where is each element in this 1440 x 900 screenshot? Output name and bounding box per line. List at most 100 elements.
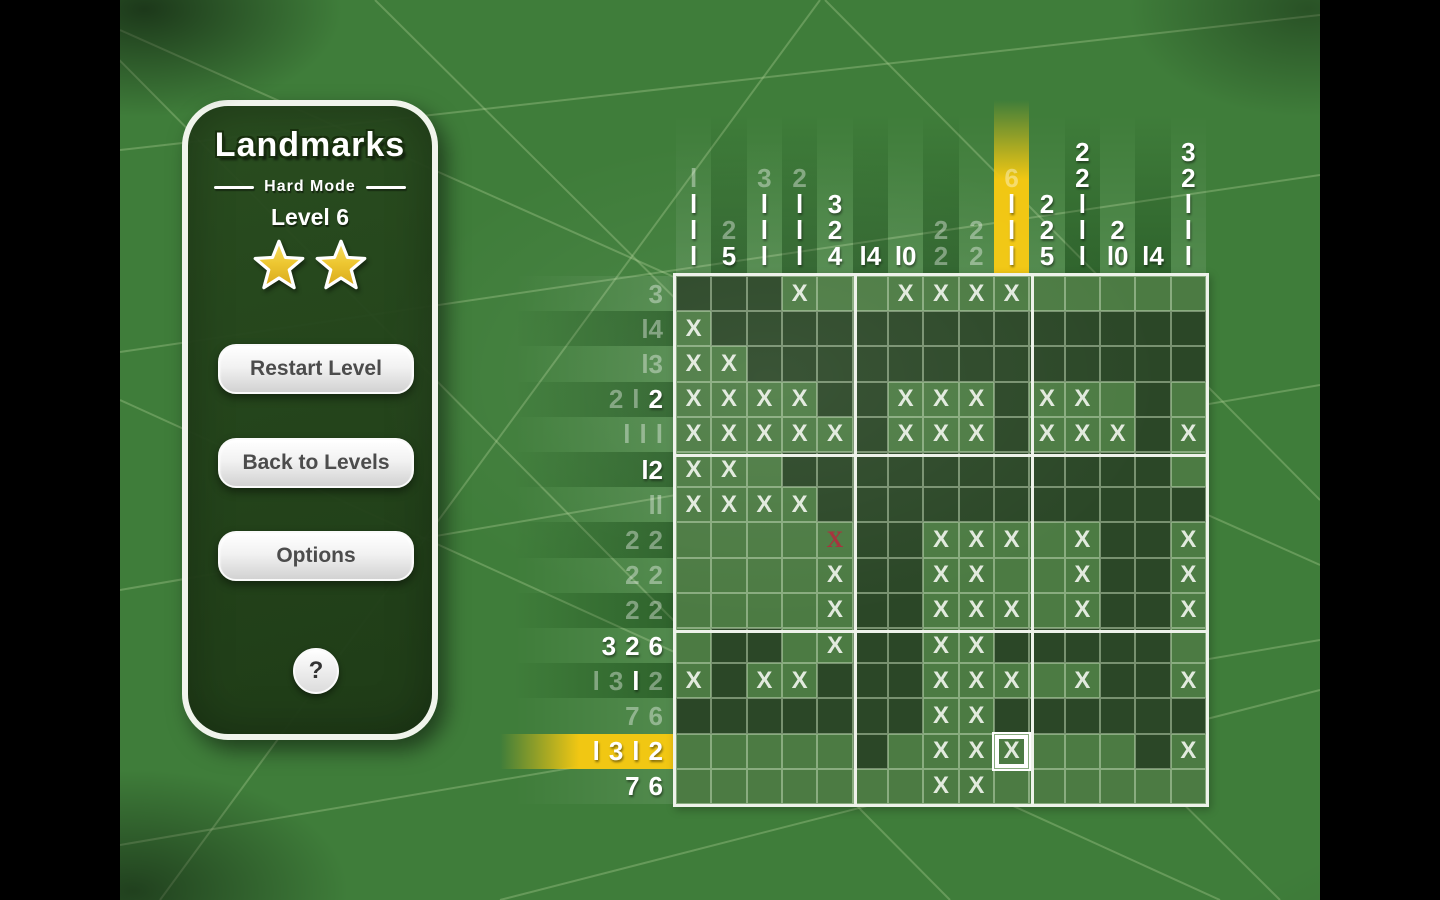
grid-cell[interactable] — [1135, 522, 1171, 558]
grid-cell[interactable]: X — [676, 487, 712, 523]
grid-cell[interactable] — [1064, 698, 1100, 734]
grid-cell[interactable] — [1099, 592, 1136, 628]
grid-cell[interactable]: X — [993, 276, 1030, 312]
grid-cell[interactable] — [817, 381, 853, 417]
grid-cell[interactable] — [887, 663, 924, 699]
grid-cell[interactable] — [711, 663, 747, 699]
grid-cell[interactable] — [1029, 698, 1065, 734]
grid-cell[interactable] — [781, 522, 818, 558]
grid-cell[interactable] — [746, 452, 782, 488]
grid-cell[interactable]: X — [1064, 522, 1100, 558]
grid-cell[interactable] — [1135, 487, 1171, 523]
grid-cell[interactable]: X — [676, 381, 712, 417]
grid-cell[interactable] — [1099, 452, 1136, 488]
grid-cell[interactable] — [1170, 628, 1206, 664]
grid-cell[interactable] — [852, 311, 888, 347]
back-to-levels-button[interactable]: Back to Levels — [218, 438, 414, 488]
grid-cell[interactable] — [852, 416, 888, 452]
grid-cell[interactable] — [852, 663, 888, 699]
grid-cell[interactable] — [1170, 381, 1206, 417]
grid-cell[interactable] — [676, 522, 712, 558]
grid-cell[interactable] — [887, 346, 924, 382]
grid-cell[interactable] — [1029, 733, 1065, 769]
grid-cell[interactable] — [817, 733, 853, 769]
grid-cell[interactable] — [993, 698, 1030, 734]
grid-cell[interactable] — [781, 733, 818, 769]
grid-cell[interactable]: X — [676, 663, 712, 699]
grid-cell[interactable] — [852, 768, 888, 804]
grid-cell[interactable]: X — [923, 733, 959, 769]
grid-cell[interactable] — [923, 487, 959, 523]
grid-cell[interactable]: X — [1064, 381, 1100, 417]
grid-cell[interactable]: X — [781, 487, 818, 523]
grid-cell[interactable] — [817, 311, 853, 347]
grid-cell[interactable] — [852, 276, 888, 312]
grid-cell[interactable]: X — [781, 276, 818, 312]
grid-cell[interactable] — [1170, 311, 1206, 347]
grid-cell[interactable] — [746, 522, 782, 558]
grid-cell[interactable] — [746, 733, 782, 769]
grid-cell[interactable] — [711, 311, 747, 347]
grid-cell[interactable] — [676, 276, 712, 312]
grid-cell[interactable] — [923, 452, 959, 488]
grid-cell[interactable]: X — [1064, 557, 1100, 593]
grid-cell[interactable] — [781, 452, 818, 488]
grid-cell[interactable] — [1170, 487, 1206, 523]
grid-cell[interactable]: X — [1170, 733, 1206, 769]
grid-cell[interactable] — [1135, 276, 1171, 312]
grid-cell[interactable]: X — [711, 346, 747, 382]
grid-cell[interactable] — [887, 592, 924, 628]
grid-cell[interactable]: X — [958, 416, 994, 452]
grid-cell[interactable] — [958, 452, 994, 488]
grid-cell[interactable]: X — [958, 768, 994, 804]
grid-cell[interactable]: X — [781, 381, 818, 417]
grid-cell[interactable] — [746, 346, 782, 382]
grid-cell[interactable] — [1135, 592, 1171, 628]
grid-cell[interactable] — [1064, 768, 1100, 804]
grid-cell[interactable] — [1170, 452, 1206, 488]
grid-cell[interactable]: X — [781, 416, 818, 452]
grid-cell[interactable] — [1029, 311, 1065, 347]
grid-cell[interactable] — [1135, 768, 1171, 804]
grid-cell[interactable] — [993, 628, 1030, 664]
grid-cell[interactable] — [887, 733, 924, 769]
grid-cell[interactable]: X — [958, 557, 994, 593]
grid-cell[interactable]: X — [923, 557, 959, 593]
grid-cell[interactable] — [887, 768, 924, 804]
grid-cell[interactable] — [676, 628, 712, 664]
grid-cell[interactable]: X — [817, 592, 853, 628]
grid-cell[interactable] — [1099, 311, 1136, 347]
grid-cell[interactable] — [1029, 557, 1065, 593]
grid-cell[interactable] — [923, 311, 959, 347]
grid-cell[interactable] — [1029, 768, 1065, 804]
grid-cell[interactable] — [852, 346, 888, 382]
grid-cell[interactable] — [1135, 733, 1171, 769]
grid-cell[interactable]: X — [746, 381, 782, 417]
grid-cell[interactable] — [1064, 346, 1100, 382]
grid-cell[interactable] — [852, 592, 888, 628]
grid-cell[interactable] — [958, 487, 994, 523]
grid-cell[interactable]: X — [817, 628, 853, 664]
grid-cell[interactable]: X — [923, 592, 959, 628]
grid-cell[interactable] — [1029, 452, 1065, 488]
grid-cell[interactable] — [1170, 768, 1206, 804]
grid-cell[interactable]: X — [1170, 522, 1206, 558]
grid-cell[interactable]: X — [887, 416, 924, 452]
grid-cell[interactable]: X — [958, 698, 994, 734]
grid-cell[interactable] — [1029, 628, 1065, 664]
grid-cell[interactable] — [1099, 663, 1136, 699]
grid-cell[interactable] — [887, 522, 924, 558]
grid-cell[interactable] — [1099, 346, 1136, 382]
grid-cell[interactable] — [1029, 346, 1065, 382]
grid-cell[interactable]: X — [711, 381, 747, 417]
grid-cell[interactable]: X — [676, 416, 712, 452]
grid-cell[interactable] — [887, 698, 924, 734]
grid-cell[interactable] — [781, 557, 818, 593]
grid-cell[interactable]: X — [923, 276, 959, 312]
grid-cell[interactable]: X — [958, 628, 994, 664]
grid-cell[interactable] — [852, 557, 888, 593]
grid-cell[interactable]: X — [1064, 663, 1100, 699]
grid-cell[interactable] — [817, 452, 853, 488]
grid-cell[interactable]: X — [923, 663, 959, 699]
grid-cell[interactable]: X — [1170, 557, 1206, 593]
